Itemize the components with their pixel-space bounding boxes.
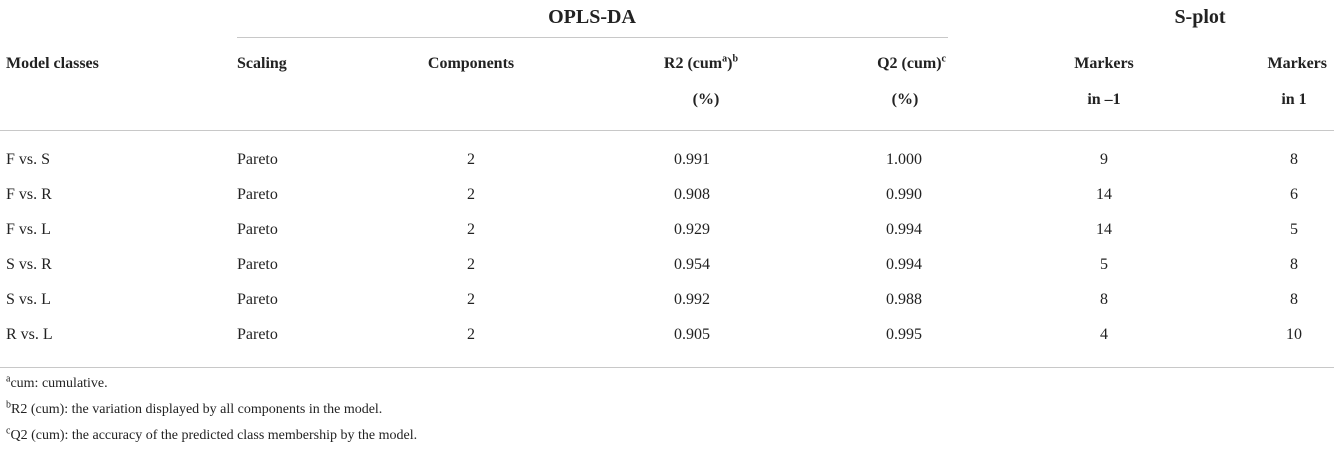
cell-r2: 0.992 [674, 291, 710, 308]
col-header-q2: Q2 (cum)c [877, 53, 946, 72]
col-header-markers-minus1-line1: Markers [1074, 55, 1134, 72]
cell-markers-minus1: 4 [1100, 326, 1108, 343]
cell-scaling: Pareto [237, 151, 278, 168]
cell-markers-minus1: 14 [1096, 186, 1112, 203]
cell-markers-1: 5 [1290, 221, 1298, 238]
cell-components: 2 [467, 326, 475, 343]
cell-markers-minus1: 5 [1100, 256, 1108, 273]
cell-components: 2 [467, 256, 475, 273]
cell-scaling: Pareto [237, 256, 278, 273]
cell-markers-minus1: 9 [1100, 151, 1108, 168]
cell-r2: 0.954 [674, 256, 710, 273]
cell-markers-minus1: 8 [1100, 291, 1108, 308]
cell-components: 2 [467, 151, 475, 168]
cell-markers-1: 6 [1290, 186, 1298, 203]
footnote-b: bR2 (cum): the variation displayed by al… [6, 399, 383, 417]
group-underline-oplsda [237, 37, 948, 38]
cell-model: S vs. L [6, 291, 51, 308]
cell-q2: 0.995 [886, 326, 922, 343]
cell-q2: 0.994 [886, 221, 922, 238]
cell-components: 2 [467, 186, 475, 203]
cell-q2: 0.994 [886, 256, 922, 273]
cell-r2: 0.991 [674, 151, 710, 168]
cell-r2: 0.929 [674, 221, 710, 238]
col-header-r2: R2 (cuma)b [663, 53, 738, 72]
cell-markers-1: 8 [1290, 291, 1298, 308]
header-rule [0, 130, 1334, 131]
col-header-markers-1-line2: in 1 [1281, 91, 1307, 108]
cell-model: S vs. R [6, 256, 52, 273]
footnote-a: acum: cumulative. [6, 373, 108, 391]
cell-markers-minus1: 14 [1096, 221, 1112, 238]
cell-markers-1: 8 [1290, 151, 1298, 168]
cell-scaling: Pareto [237, 291, 278, 308]
cell-model: R vs. L [6, 326, 53, 343]
cell-model: F vs. L [6, 221, 51, 238]
col-header-components: Components [427, 55, 515, 72]
cell-q2: 0.990 [886, 186, 922, 203]
table-bottom-rule [0, 367, 1334, 368]
col-header-markers-1-line1: Markers [1267, 55, 1327, 72]
cell-r2: 0.905 [674, 326, 710, 343]
footnote-c: cQ2 (cum): the accuracy of the predicted… [6, 425, 418, 443]
cell-components: 2 [467, 291, 475, 308]
cell-markers-1: 10 [1286, 326, 1302, 343]
group-header-oplsda: OPLS-DA [548, 6, 636, 28]
cell-q2: 0.988 [886, 291, 922, 308]
cell-markers-1: 8 [1290, 256, 1298, 273]
col-header-scaling: Scaling [237, 55, 287, 72]
cell-model: F vs. R [6, 186, 52, 203]
col-header-markers-minus1-line2: in –1 [1087, 91, 1121, 108]
cell-components: 2 [467, 221, 475, 238]
cell-scaling: Pareto [237, 186, 278, 203]
col-header-r2-unit: (%) [692, 91, 720, 108]
col-header-q2-unit: (%) [891, 91, 919, 108]
cell-r2: 0.908 [674, 186, 710, 203]
cell-scaling: Pareto [237, 221, 278, 238]
cell-q2: 1.000 [886, 151, 922, 168]
cell-model: F vs. S [6, 151, 51, 168]
cell-scaling: Pareto [237, 326, 278, 343]
col-header-model-classes: Model classes [6, 55, 99, 72]
group-header-splot: S-plot [1174, 6, 1226, 28]
